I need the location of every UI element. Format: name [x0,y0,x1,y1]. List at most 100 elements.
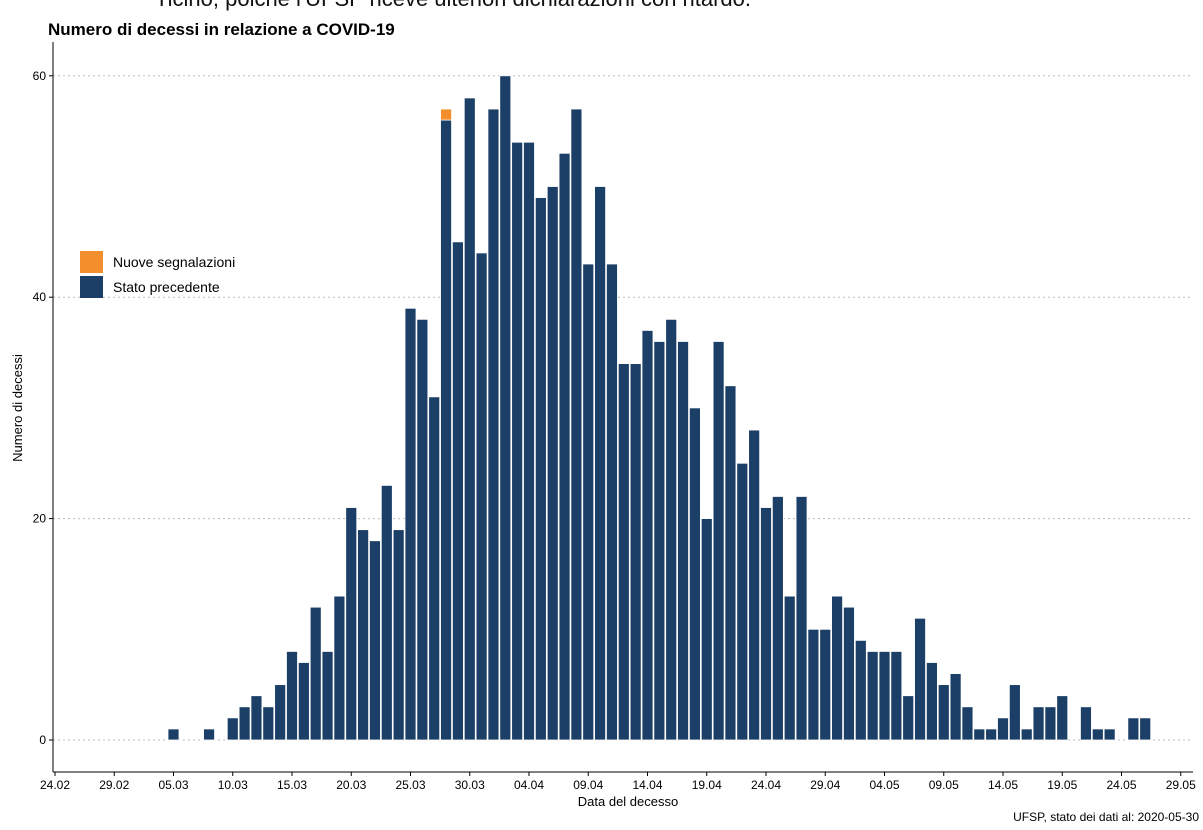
bar-previous [392,529,405,741]
chart-title: Numero di decessi in relazione a COVID-1… [48,20,395,39]
y-tick-label: 40 [33,290,47,304]
x-tick-label: 19.04 [692,778,722,792]
bar-previous [594,186,606,741]
bar-previous [831,595,843,741]
x-tick-label: 29.02 [99,778,129,792]
x-tick-label: 24.05 [1106,778,1136,792]
x-tick-label: 04.04 [514,778,544,792]
bar-previous [914,617,926,741]
bar-previous [724,385,737,741]
bar-previous [1127,717,1140,741]
bar-previous [771,496,784,741]
bar-previous [629,363,642,741]
bar-previous [795,496,808,741]
bar-previous [475,252,488,741]
bar-new [440,108,452,121]
bar-previous [937,684,950,741]
bar-previous [428,396,441,741]
bar-previous [677,341,689,741]
bar-previous [167,728,180,741]
bar-previous [617,363,630,741]
bar-previous [973,728,986,741]
x-tick-label: 14.04 [632,778,662,792]
bar-previous [902,695,915,741]
bar-previous [416,318,429,741]
bar-previous [866,651,879,741]
bar-previous [345,507,358,741]
bar-previous [369,540,381,741]
bar-previous [558,152,571,741]
legend-label: Stato precedente [113,279,220,295]
bar-previous [511,141,524,741]
legend: Nuove segnalazioni Stato precedente [80,251,235,298]
bar-previous [854,639,867,741]
bar-previous [997,717,1009,741]
bar-previous [689,407,701,741]
bar-previous [1056,695,1069,741]
bar-previous [238,706,251,741]
x-tick-label: 10.03 [218,778,248,792]
bar-previous [440,119,452,741]
x-tick-label: 29.04 [810,778,840,792]
x-tick-label: 25.03 [395,778,425,792]
bar-previous [321,651,334,741]
bar-previous [297,662,310,741]
bar-previous [570,108,583,741]
bar-previous [653,341,666,741]
bar-previous [985,728,998,741]
y-tick-label: 0 [39,733,46,747]
bar-previous [878,651,891,741]
bar-previous [665,318,678,741]
bar-previous [1139,717,1152,741]
bar-previous [843,606,855,741]
x-tick-label: 05.03 [158,778,188,792]
bar-previous [1020,728,1033,741]
data-source-caption: UFSP, stato dei dati al: 2020-05-30 [1013,810,1199,824]
bar-previous [534,197,547,741]
bar-previous [226,717,239,741]
x-tick-label: 14.05 [988,778,1018,792]
bar-previous [451,241,464,741]
bar-previous [819,628,832,741]
bar-previous [499,75,512,741]
bar-previous [783,595,796,741]
y-tick-label: 20 [33,512,47,526]
bar-previous [949,673,962,741]
bar-previous [1080,706,1092,741]
y-tick-label: 60 [33,69,47,83]
bar-previous [807,628,820,741]
bar-previous [1103,728,1116,741]
bar-previous [582,263,595,741]
bar-previous [1032,706,1045,741]
x-tick-label: 04.05 [869,778,899,792]
x-tick-label: 30.03 [455,778,485,792]
clipped-header-text: Ticino, poiché l'UFSP riceve ulteriori d… [155,0,751,12]
bar-previous [926,662,938,741]
bar-previous [641,330,654,741]
bar-previous [736,462,749,741]
x-tick-label: 20.03 [336,778,366,792]
bars [167,75,1152,741]
bar-previous [357,529,370,741]
bar-previous [606,263,618,741]
legend-swatch [80,276,103,298]
x-tick-label: 24.04 [751,778,781,792]
bar-previous [250,695,263,741]
bar-previous [890,651,903,741]
bar-previous [961,706,974,741]
x-tick-label: 09.05 [929,778,959,792]
bar-previous [262,706,275,741]
bar-previous [203,728,215,741]
x-tick-label: 29.05 [1166,778,1196,792]
bar-previous [748,429,761,741]
bar-previous [1044,706,1057,741]
bar-previous [463,97,476,741]
bar-previous [760,507,772,741]
legend-label: Nuove segnalazioni [113,254,235,270]
y-axis-label: Numero di decessi [10,354,25,462]
bar-previous [1091,728,1104,741]
x-tick-label: 24.02 [40,778,70,792]
x-ticks: 24.02 29.02 05.03 10.03 15.03 20.03 25.03 30.03… [40,772,1196,792]
bar-previous [286,651,298,741]
